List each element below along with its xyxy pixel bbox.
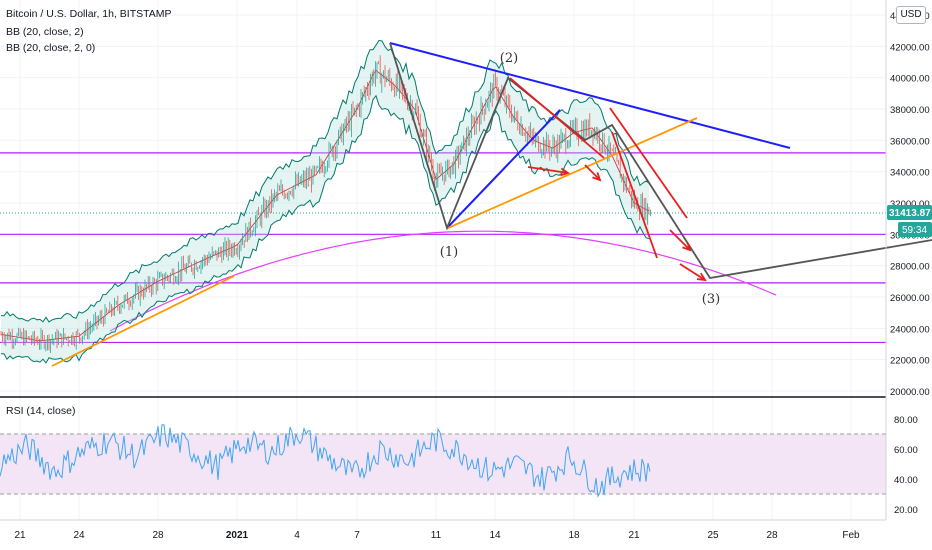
- wave-labels: (1) (2) (3): [440, 51, 720, 307]
- rsi-tick-label: 60.00: [894, 445, 918, 456]
- rsi-tick-label: 40.00: [894, 475, 918, 486]
- price-tick-label: 38000.00: [890, 105, 930, 116]
- red-arrow-4: [679, 263, 706, 281]
- candles: [0, 55, 651, 354]
- trend-drawings[interactable]: [51, 42, 932, 367]
- price-tick-label: 26000.00: [890, 293, 930, 304]
- bb-legend-1[interactable]: BB (20, close, 2): [6, 26, 84, 38]
- rsi-tick-label: 20.00: [894, 505, 918, 516]
- rsi-band-zone: [0, 434, 886, 494]
- wave-label-1: (1): [440, 245, 458, 260]
- time-tick-label: 7: [354, 530, 360, 541]
- magenta-arc-curve[interactable]: [109, 230, 777, 332]
- price-tick-label: 34000.00: [890, 168, 930, 179]
- countdown-label: 59:34: [902, 225, 927, 236]
- red-channel-3: [611, 131, 658, 259]
- price-tick-label: 24000.00: [890, 324, 930, 335]
- symbol-title[interactable]: Bitcoin / U.S. Dollar, 1h, BITSTAMP: [6, 8, 172, 20]
- red-arrow-3-head: [682, 242, 692, 252]
- time-tick-label: 24: [73, 530, 85, 541]
- red-arrow-1-head: [560, 167, 571, 177]
- rsi-legend[interactable]: RSI (14, close): [6, 405, 76, 417]
- elliott-wave-path: [389, 42, 932, 279]
- wave-label-2: (2): [500, 51, 518, 66]
- time-tick-label: 14: [489, 530, 501, 541]
- time-tick-label: 4: [294, 530, 300, 541]
- red-arrow-1: [527, 166, 569, 174]
- orange-early-line: [51, 275, 235, 367]
- countdown-badge: [898, 222, 932, 237]
- time-tick-label: 28: [152, 530, 164, 541]
- red-arrow-3: [669, 229, 691, 251]
- horizontal-levels: [0, 152, 886, 344]
- currency-badge[interactable]: USD: [896, 6, 926, 24]
- red-arrow-2-head: [592, 172, 602, 182]
- time-tick-label: Feb: [842, 530, 860, 541]
- price-axis[interactable]: 44000.0042000.0040000.0038000.0036000.00…: [890, 11, 930, 398]
- rsi-tick-label: 80.00: [894, 415, 918, 426]
- last-price-badge: [887, 205, 932, 220]
- orange-support-line: [447, 117, 698, 229]
- red-arrow-4-head: [696, 272, 707, 282]
- price-tick-label: 42000.00: [890, 42, 930, 53]
- red-channel-top: [509, 77, 605, 159]
- price-tick-label: 36000.00: [890, 136, 930, 147]
- time-tick-label: 25: [707, 530, 719, 541]
- time-tick-label: 21: [14, 530, 26, 541]
- price-tick-label: 28000.00: [890, 262, 930, 273]
- price-tick-label: 22000.00: [890, 356, 930, 367]
- rsi-axis[interactable]: 80.00 60.00 40.00 20.00: [894, 415, 918, 516]
- bb-basis: [0, 69, 650, 342]
- red-arrow-2: [584, 164, 601, 181]
- time-tick-label: 11: [431, 530, 442, 541]
- rsi-line: [0, 424, 651, 498]
- price-tick-label: 32000.00: [890, 199, 930, 210]
- time-tick-label: 21: [628, 530, 640, 541]
- price-tick-label: 40000.00: [890, 74, 930, 85]
- wave-label-3: (3): [702, 292, 720, 307]
- descending-trendline: [389, 42, 791, 149]
- red-channel-2: [609, 107, 688, 219]
- time-axis[interactable]: 21 24 28 2021 4 7 11 14 18 21 25 28 Feb: [14, 530, 860, 541]
- rising-blue-line: [446, 109, 561, 229]
- price-tick-label: 20000.00: [890, 387, 930, 398]
- time-tick-label: 18: [568, 530, 580, 541]
- time-tick-label: 2021: [226, 530, 249, 541]
- bb-legend-2[interactable]: BB (20, close, 2, 0): [6, 42, 96, 54]
- time-tick-label: 28: [766, 530, 778, 541]
- bb-lower: [0, 94, 650, 364]
- last-price-label: 31413.87: [889, 208, 931, 219]
- bb-upper: [0, 39, 650, 323]
